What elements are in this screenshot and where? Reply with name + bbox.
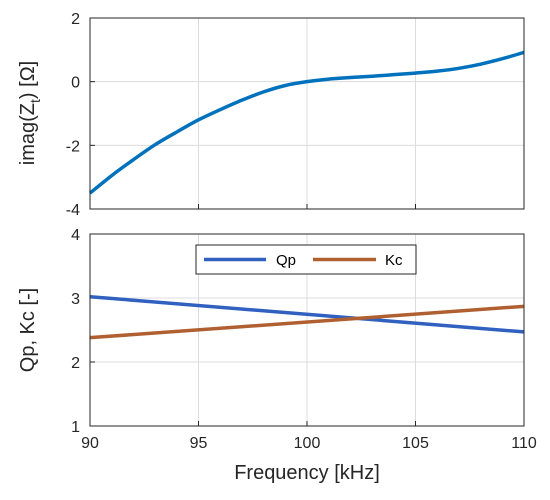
bottom-y-tick-label: 3 [71,291,80,308]
bottom-axes-frame [89,233,525,427]
top-series [88,50,525,195]
top-panel: 2 0 -2 -4 imag(Zt) [Ω] [17,11,525,219]
x-tick-label: 90 [81,435,99,452]
legend: Qp Kc [195,244,417,275]
series-line-qp [89,294,525,334]
x-tick-label: 105 [402,435,429,452]
bottom-panel: 4 3 2 1 90 95 100 105 110 Qp, Kc [-] Frequency … [17,227,537,484]
legend-label-qp: Qp [276,252,296,269]
bottom-y-tick-label: 1 [71,419,80,436]
top-axes-frame [89,17,525,210]
top-series-line [88,50,525,195]
x-tick-labels: 90 95 100 105 110 [81,435,537,452]
x-tick-label: 110 [511,435,537,452]
x-axis-label: Frequency [kHz] [234,462,380,484]
bottom-y-tick-label: 4 [71,227,80,244]
top-y-axis-label: imag(Zt) [Ω] [17,61,43,165]
top-y-tick-label: -2 [66,138,80,155]
bottom-y-tick-label: 2 [71,355,80,372]
x-tick-label: 100 [294,435,321,452]
legend-label-kc: Kc [385,252,403,269]
bottom-y-tick-labels: 4 3 2 1 [71,227,80,436]
top-y-tick-label: 0 [71,75,80,92]
top-y-tick-labels: 2 0 -2 -4 [66,11,80,219]
top-y-tick-label: 2 [71,11,80,28]
top-y-tick-label: -4 [66,202,80,219]
bottom-series [89,294,525,340]
series-line-kc [89,304,525,340]
bottom-y-axis-label: Qp, Kc [-] [17,288,39,372]
x-tick-label: 95 [190,435,208,452]
